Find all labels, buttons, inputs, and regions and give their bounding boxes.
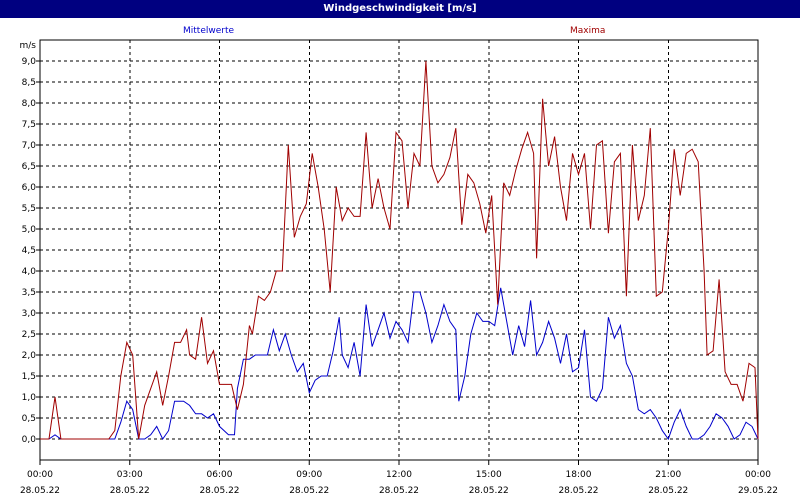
x-tick-time-label: 06:00 [207,470,233,480]
y-tick-label: 4,0 [22,267,37,277]
series-line-mittelwerte [40,287,759,441]
x-tick-date-label: 28.05.22 [199,486,239,496]
x-tick-date-label: 29.05.22 [738,486,778,496]
x-tick-time-label: 18:00 [566,470,592,480]
y-tick-label: 8,0 [22,99,37,109]
y-axis-label: m/s [20,41,37,51]
chart-title: Windgeschwindigkeit [m/s] [0,0,800,18]
y-tick-label: 1,5 [22,372,36,382]
y-tick-label: 6,0 [22,183,37,193]
x-tick-date-label: 28.05.22 [648,486,688,496]
x-tick-date-label: 28.05.22 [469,486,509,496]
y-tick-label: 2,5 [22,330,36,340]
y-tick-label: 9,0 [22,57,37,67]
y-tick-label: 3,0 [22,309,37,319]
y-tick-label: 5,5 [22,204,36,214]
x-tick-time-label: 00:00 [27,470,53,480]
x-tick-time-label: 00:00 [745,470,771,480]
y-tick-label: 7,5 [22,120,36,130]
y-tick-label: 3,5 [22,288,36,298]
x-tick-time-label: 09:00 [296,470,322,480]
wind-speed-chart: 0,0 0,5 1,0 1,5 2,0 2,5 3,0 3,5 4,0 4,5 5,0 5,5 6,0 6… [20,39,778,496]
y-tick-label: 8,5 [22,78,36,88]
y-tick-label: 4,5 [22,246,36,256]
x-tick-time-label: 03:00 [117,470,143,480]
x-tick-date-label: 28.05.22 [20,486,60,496]
x-tick-time-label: 21:00 [655,470,681,480]
y-tick-label: 6,5 [22,162,36,172]
x-tick-date-label: 28.05.22 [289,486,329,496]
series-line-maxima [40,60,759,440]
y-tick-label: 1,0 [22,393,37,403]
y-tick-label: 2,0 [22,351,37,361]
y-tick-label: 7,0 [22,141,37,151]
x-tick-time-label: 12:00 [386,470,412,480]
legend-maxima: Maxima [570,26,606,36]
y-tick-label: 5,0 [22,225,37,235]
x-tick-date-label: 28.05.22 [110,486,150,496]
x-tick-date-label: 28.05.22 [379,486,419,496]
y-tick-label: 0,5 [22,414,36,424]
x-tick-time-label: 15:00 [476,470,502,480]
legend-mittelwerte: Mittelwerte [183,26,235,36]
y-tick-label: 0,0 [22,435,37,445]
x-tick-date-label: 28.05.22 [558,486,598,496]
